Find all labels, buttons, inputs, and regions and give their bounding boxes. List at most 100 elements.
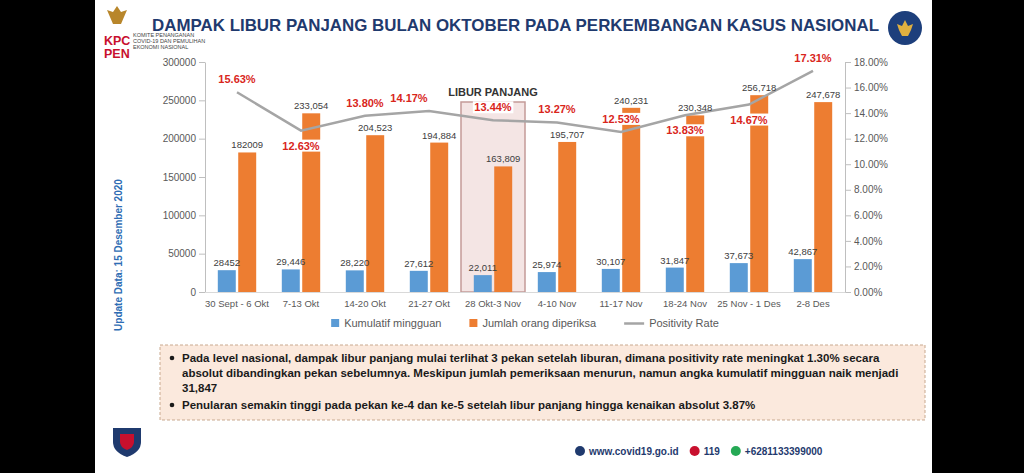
label-patch bbox=[389, 92, 430, 104]
logo-inner bbox=[120, 434, 134, 450]
update-note: Update Data: 15 Desember 2020 bbox=[113, 179, 124, 331]
tick: 300000 bbox=[163, 57, 205, 68]
tick-mark bbox=[845, 139, 851, 140]
tick-mark bbox=[845, 292, 851, 293]
data-label: 256,718 bbox=[742, 82, 776, 93]
bullet bbox=[170, 403, 175, 408]
data-label: 12.53% bbox=[602, 113, 640, 125]
tick: 18.00% bbox=[845, 57, 888, 68]
slide-screenshot: KPCPENKOMITE PENANGANANCOVID-19 DAN PEMU… bbox=[0, 0, 1024, 473]
y2-axis: 0.00%2.00%4.00%6.00%8.00%10.00%12.00%14.… bbox=[845, 57, 888, 298]
data-label-group: 13.80% bbox=[345, 97, 386, 109]
bar bbox=[366, 135, 384, 292]
org-name: EKONOMI NASIONAL bbox=[133, 44, 188, 50]
logo-text: KPC bbox=[104, 34, 130, 48]
highlight-band bbox=[461, 102, 525, 292]
data-label: 233,054 bbox=[294, 100, 328, 111]
data-label: 30,107 bbox=[596, 256, 625, 267]
data-label: 13.27% bbox=[538, 103, 576, 115]
tick: 16.00% bbox=[845, 82, 888, 93]
tick: 28 Okt-3 Nov bbox=[465, 298, 521, 309]
bar bbox=[666, 268, 684, 292]
tick-label: 50000 bbox=[168, 248, 196, 259]
tick-label: 7-13 Okt bbox=[283, 298, 320, 309]
tick-label: 4-10 Nov bbox=[538, 298, 577, 309]
tick: 7-13 Okt bbox=[283, 298, 320, 309]
tick-mark bbox=[845, 215, 851, 216]
plot-area bbox=[218, 71, 832, 292]
garuda-emblem bbox=[107, 6, 127, 24]
tick: 6.00% bbox=[845, 210, 882, 221]
tick-label: 300000 bbox=[163, 57, 197, 68]
footer: www.covid19.go.id119+6281133399000 bbox=[575, 446, 823, 457]
label-patch bbox=[217, 73, 258, 85]
tick-mark bbox=[845, 164, 851, 165]
data-label: 15.63% bbox=[218, 73, 256, 85]
tick: 0 bbox=[190, 287, 205, 298]
tick: 4.00% bbox=[845, 236, 882, 247]
tick-label: 28 Okt-3 Nov bbox=[465, 298, 521, 309]
tick-label: 6.00% bbox=[854, 210, 882, 221]
bar bbox=[218, 270, 236, 292]
tick-mark bbox=[199, 292, 205, 293]
tick-label: 4.00% bbox=[854, 236, 882, 247]
data-label: 163,809 bbox=[486, 153, 520, 164]
legend-label: Positivity Rate bbox=[649, 317, 719, 329]
label-patch bbox=[793, 52, 834, 64]
data-label: 28452 bbox=[214, 257, 240, 268]
label-patch bbox=[281, 140, 322, 152]
tick-label: 8.00% bbox=[854, 184, 882, 195]
tick-mark bbox=[845, 113, 851, 114]
data-label: 204,523 bbox=[358, 122, 392, 133]
label-patch bbox=[729, 114, 770, 126]
tick: 10.00% bbox=[845, 159, 888, 170]
tick-label: 12.00% bbox=[854, 133, 888, 144]
data-label: 17.31% bbox=[794, 52, 832, 64]
footer-icon bbox=[575, 446, 585, 456]
notes-background bbox=[160, 345, 925, 420]
bar bbox=[346, 270, 364, 292]
bar bbox=[474, 275, 492, 292]
axis-line bbox=[206, 292, 846, 293]
footer-icon bbox=[690, 446, 700, 456]
data-label: 182009 bbox=[231, 139, 263, 150]
bar bbox=[410, 271, 428, 292]
data-label: 247,678 bbox=[806, 89, 840, 100]
emblem-shape bbox=[107, 6, 127, 24]
data-label-group: 13.27% bbox=[537, 103, 578, 115]
tick-label: 150000 bbox=[163, 172, 197, 183]
tick-mark bbox=[199, 100, 205, 101]
emblem-circle bbox=[888, 11, 922, 45]
footer-text: www.covid19.go.id bbox=[588, 446, 679, 457]
label-patch bbox=[537, 103, 578, 115]
tick-mark bbox=[199, 254, 205, 255]
data-label-group: 15.63% bbox=[217, 73, 258, 85]
data-label-group: 14.67% bbox=[729, 114, 770, 126]
data-label: 37,673 bbox=[724, 250, 753, 261]
tick-label: 18.00% bbox=[854, 57, 888, 68]
label-patch bbox=[345, 97, 386, 109]
legend-swatch bbox=[469, 319, 477, 327]
tick: 30 Sept - 6 Okt bbox=[205, 298, 269, 309]
tick-label: 14-20 Okt bbox=[344, 298, 386, 309]
tick: 100000 bbox=[163, 210, 205, 221]
data-label: 13.44% bbox=[474, 101, 512, 113]
data-label: 240,231 bbox=[614, 95, 648, 106]
legend-swatch bbox=[624, 322, 644, 325]
tick: 2.00% bbox=[845, 261, 882, 272]
note-text: Penularan semakin tinggi pada pekan ke-4… bbox=[182, 399, 755, 411]
tick-label: 30 Sept - 6 Okt bbox=[205, 298, 269, 309]
tick-label: 2-8 Des bbox=[796, 298, 830, 309]
axis-line bbox=[845, 63, 846, 293]
data-label-group: 13.83% bbox=[665, 124, 706, 136]
legend-item: Kumulatif mingguan bbox=[331, 317, 441, 329]
tick: 250000 bbox=[163, 95, 205, 106]
data-label: 195,707 bbox=[550, 129, 584, 140]
tick: 25 Nov - 1 Des bbox=[717, 298, 781, 309]
tick-mark bbox=[845, 88, 851, 89]
legend-label: Kumulatif mingguan bbox=[344, 317, 441, 329]
tick-label: 200000 bbox=[163, 133, 197, 144]
covid-task-force-emblem bbox=[888, 11, 922, 45]
footer-text: +6281133399000 bbox=[745, 446, 823, 457]
tick: 0.00% bbox=[845, 287, 882, 298]
